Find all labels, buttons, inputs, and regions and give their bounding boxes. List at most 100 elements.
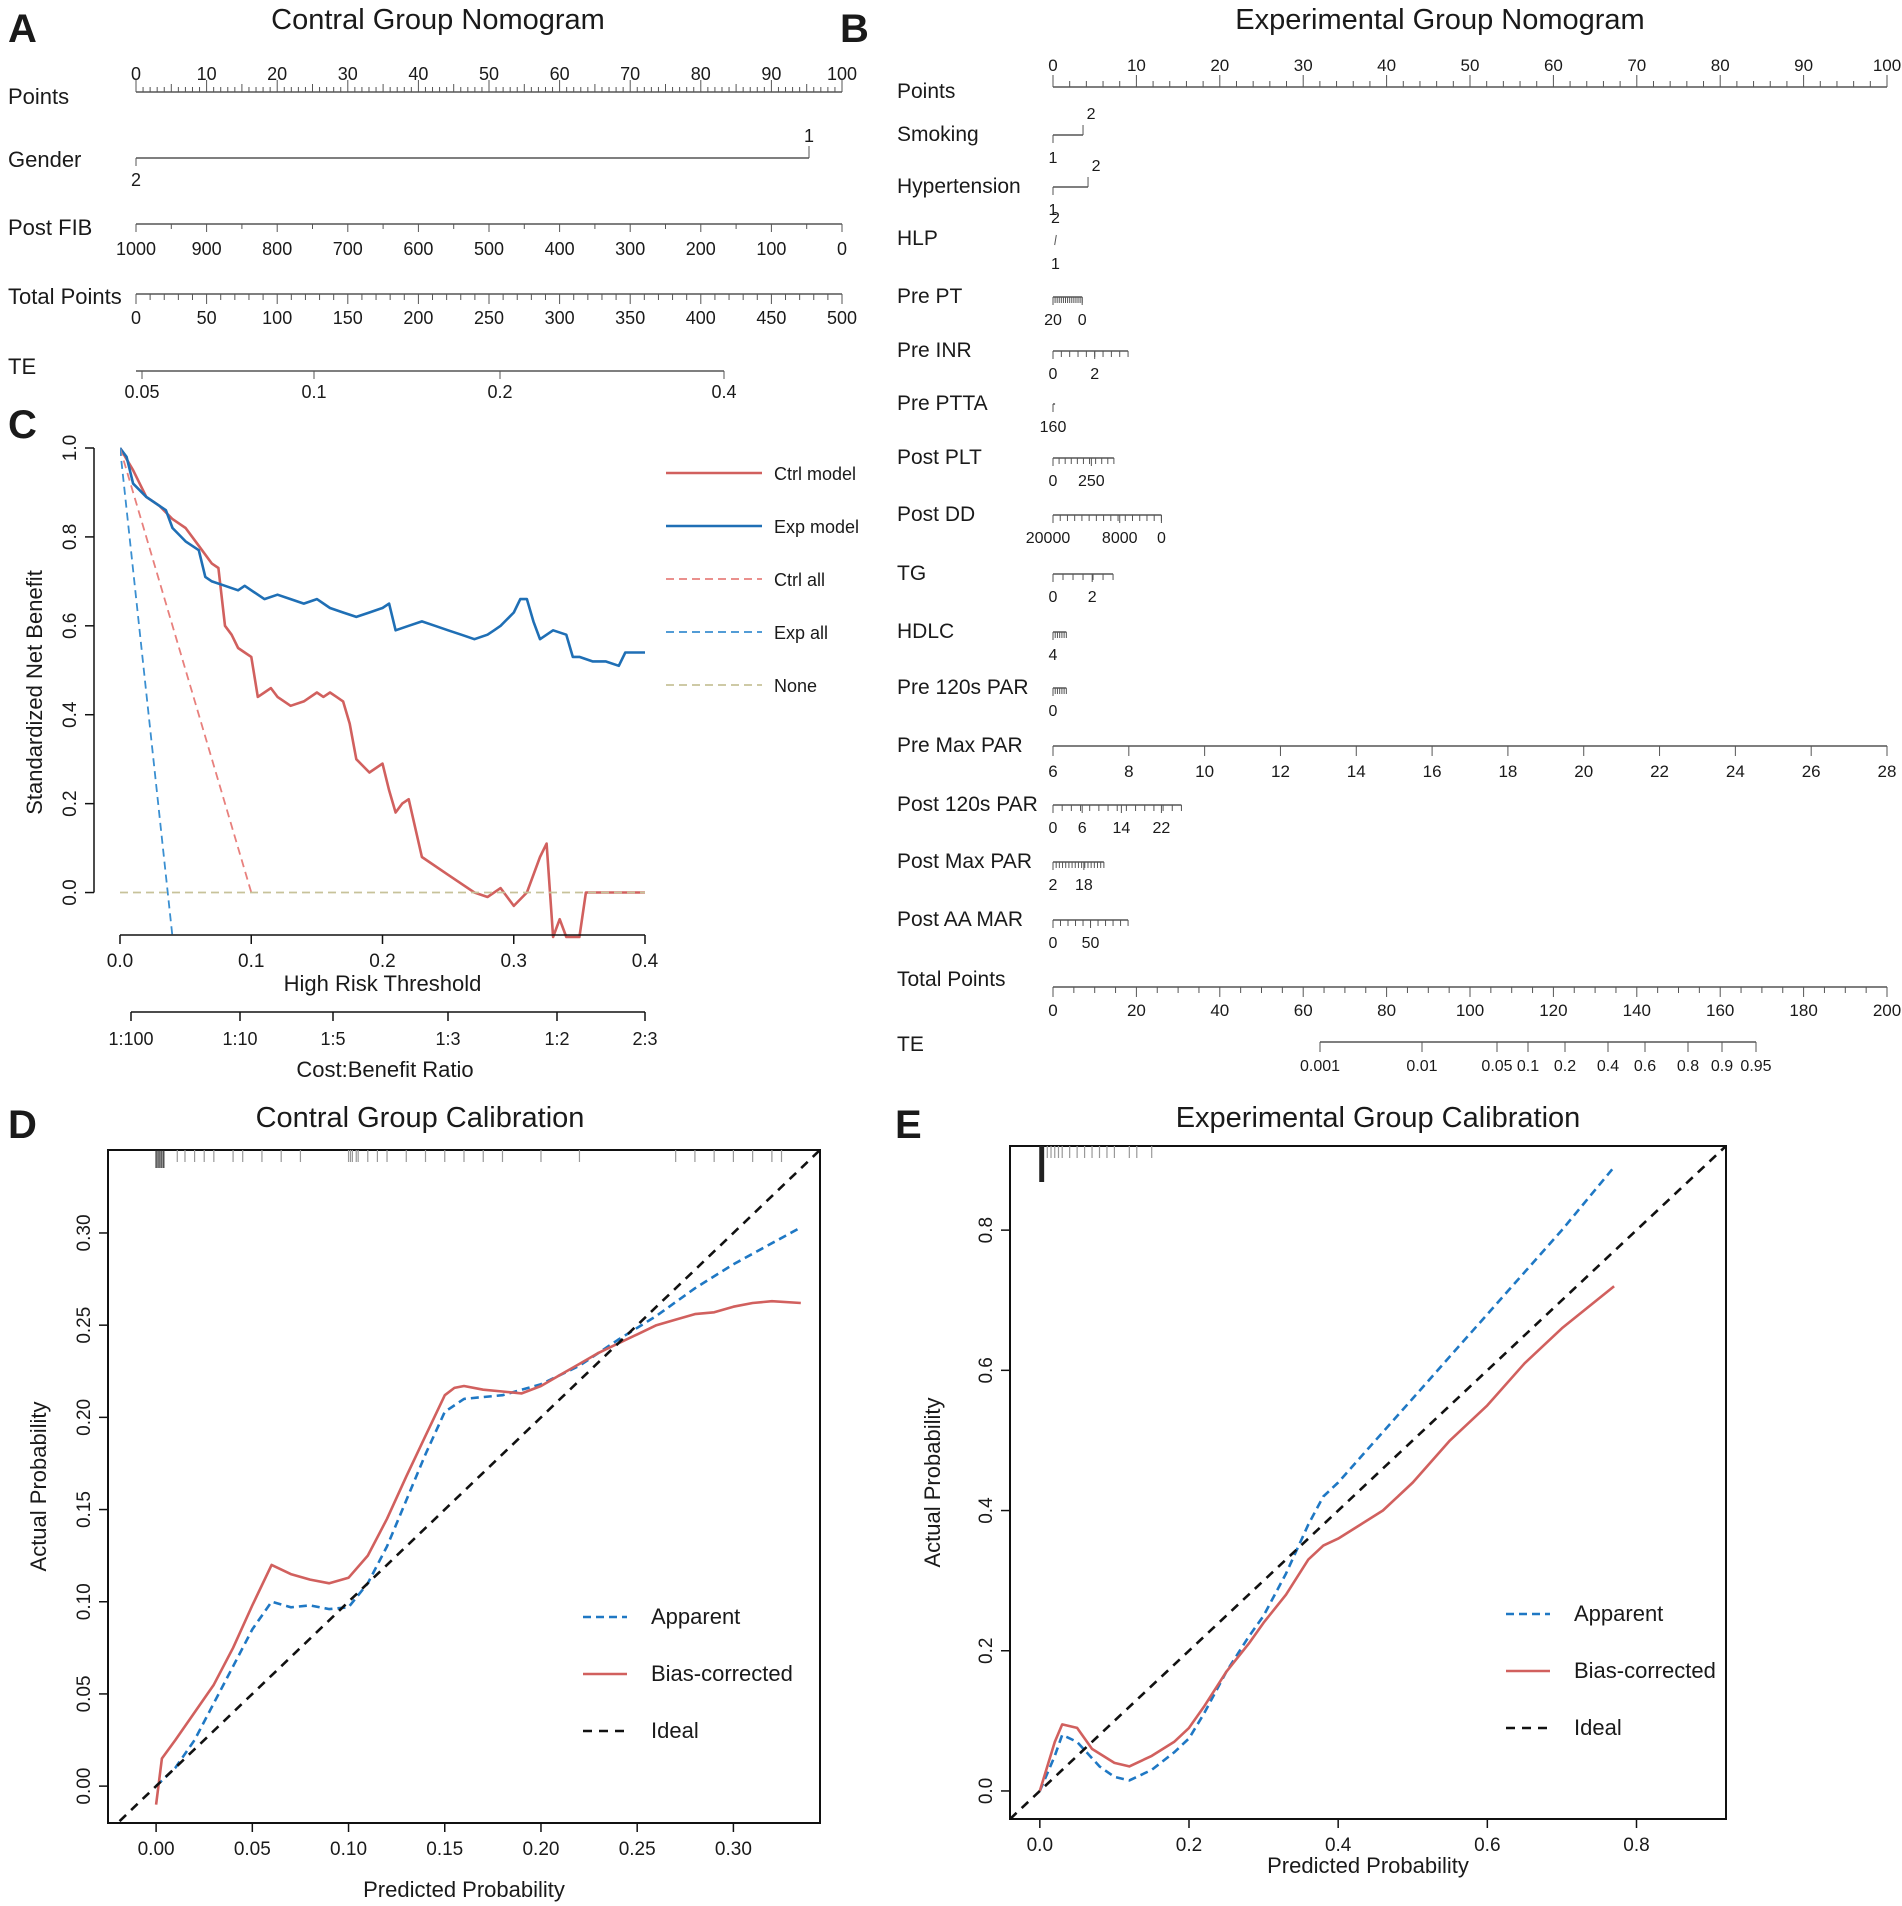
plot-area (1010, 1145, 1726, 1820)
te-tick-label: 0.2 (487, 382, 512, 402)
cost-benefit-axis-label: Cost:Benefit Ratio (296, 1057, 473, 1082)
total-points-tick-label: 80 (1377, 1001, 1396, 1020)
y-axis-tick-label: 0.30 (74, 1214, 95, 1251)
row-post-aa-mar-tick-label: 0 (1049, 935, 1058, 952)
y-axis-tick-label: 0.05 (74, 1675, 95, 1712)
points-axis-tick-label: 80 (1711, 56, 1730, 75)
post-fib-tick-label: 600 (403, 239, 433, 259)
points-axis-tick-label: 10 (1127, 56, 1146, 75)
points-axis-tick-label: 40 (408, 64, 428, 84)
row-pre-inr-tick-label: 2 (1090, 366, 1099, 383)
row-pre-max-par-tick-label: 18 (1498, 762, 1517, 781)
nomogram-a-title: Contral Group Nomogram (271, 4, 605, 36)
plot-area (113, 1149, 820, 1825)
row-pre-pt-tick-label: 0 (1078, 312, 1087, 329)
x-axis-tick-label: 0.4 (1325, 1835, 1352, 1856)
post-fib-tick-label: 0 (837, 239, 847, 259)
panel-letter-d: D (8, 1103, 37, 1147)
post-fib-tick-label: 1000 (116, 239, 156, 259)
cost-benefit-tick-label: 1:100 (108, 1029, 153, 1049)
x-axis-tick-label: 0.0 (1027, 1835, 1053, 1856)
x-axis-tick-label: 0.15 (426, 1839, 463, 1860)
series-line-apparent (155, 1226, 802, 1788)
row-tg-label: TG (897, 562, 926, 585)
row-post-120s-par-tick-label: 14 (1112, 820, 1130, 837)
row-pre-inr-label: Pre INR (897, 339, 972, 362)
total-points-tick-label: 0 (131, 308, 141, 328)
row-pre-ptta-tick-label: 160 (1040, 419, 1067, 436)
x-axis-tick-label: 0.10 (330, 1839, 367, 1860)
te-tick-label: 0.4 (711, 382, 736, 402)
x-axis: 0.00 0.05 0.10 0.15 0.20 0.25 0.30 Predicted Pr… (138, 1823, 752, 1902)
series-line-bias-corrected (1038, 1285, 1615, 1792)
y-axis-tick-label: 0.20 (74, 1399, 95, 1436)
series-line-bias-corrected (154, 1299, 801, 1805)
row-post-120s-par-tick-label: 0 (1049, 820, 1058, 837)
y-axis: 0.00 0.05 0.10 0.15 0.20 0.25 0.30 Actual Proba… (26, 1214, 108, 1805)
te-tick-label: 0.8 (1677, 1058, 1699, 1075)
post-fib-tick-label: 300 (615, 239, 645, 259)
series-line-apparent (1038, 1166, 1616, 1792)
te-tick-label: 0.2 (1554, 1058, 1576, 1075)
series-line-ideal (113, 1149, 820, 1825)
y-axis-tick-label: 1.0 (60, 435, 81, 461)
row-smoking-tick-label: 1 (1049, 150, 1058, 167)
row-post-plt-tick-label: 0 (1049, 473, 1058, 490)
points-axis-tick-label: 80 (691, 64, 711, 84)
row-te-label: TE (897, 1033, 924, 1056)
row-hlp-label: HLP (897, 227, 938, 250)
legend-label: Bias-corrected (1574, 1658, 1716, 1683)
row-pre-pt-label: Pre PT (897, 285, 963, 308)
total-points-tick-label: 200 (1873, 1001, 1901, 1020)
total-points-tick-label: 20 (1127, 1001, 1146, 1020)
x-axis-tick-label: 0.1 (238, 951, 264, 972)
nomogram-b-title: Experimental Group Nomogram (1235, 4, 1644, 36)
y-axis: 0.0 0.2 0.4 0.6 0.8 1.0 Standardized Net Benef… (22, 435, 95, 906)
row-post-120s-par-label: Post 120s PAR (897, 793, 1038, 816)
row-post-max-par-tick-label: 18 (1075, 877, 1093, 894)
row-post-120s-par-tick-label: 22 (1153, 820, 1171, 837)
x-axis-tick-label: 0.30 (715, 1839, 752, 1860)
y-axis-tick-label: 0.6 (60, 613, 81, 639)
panel-letter-e: E (895, 1103, 922, 1147)
x-axis: 0.0 0.2 0.4 0.6 0.8 Predicted Probability (1027, 1819, 1650, 1878)
points-axis-tick-label: 60 (550, 64, 570, 84)
total-points-tick-label: 160 (1706, 1001, 1734, 1020)
row-pre-ptta-label: Pre PTTA (897, 392, 988, 415)
y-axis-label: Actual Probability (26, 1402, 51, 1572)
chart-d-title: Contral Group Calibration (256, 1102, 585, 1134)
post-fib-tick-label: 200 (686, 239, 716, 259)
y-axis-tick-label: 0.25 (74, 1307, 95, 1344)
points-axis-tick-label: 90 (761, 64, 781, 84)
series-line-ideal (1010, 1145, 1726, 1820)
points-axis-tick-label: 0 (131, 64, 141, 84)
te-tick-label: 0.05 (1481, 1058, 1512, 1075)
row-hlp-tick-label: 2 (1051, 210, 1060, 227)
points-axis-tick-label: 100 (1873, 56, 1901, 75)
legend-label: Apparent (1574, 1601, 1663, 1626)
points-axis-tick-label: 20 (1210, 56, 1229, 75)
y-axis: 0.0 0.2 0.4 0.6 0.8 Actual Probability (920, 1217, 1010, 1804)
te-tick-label: 0.9 (1711, 1058, 1733, 1075)
row-pre-max-par-tick-label: 6 (1048, 762, 1057, 781)
row-post-dd-tick-label: 0 (1157, 530, 1166, 547)
points-axis-tick-label: 50 (1461, 56, 1480, 75)
total-points-tick-label: 400 (686, 308, 716, 328)
legend-label: Bias-corrected (651, 1661, 793, 1686)
x-axis-tick-label: 0.4 (632, 951, 659, 972)
x-axis-tick-label: 0.8 (1623, 1835, 1649, 1856)
points-axis-tick-label: 40 (1377, 56, 1396, 75)
legend: Apparent Bias-corrected Ideal (1506, 1601, 1716, 1740)
decision-curve-chart: 0.0 0.1 0.2 0.3 0.4 High Risk Threshold 0.0 0.2… (22, 435, 859, 1082)
post-fib-tick-label: 100 (756, 239, 786, 259)
y-axis-tick-label: 0.4 (976, 1497, 997, 1524)
points-axis-tick-label: 30 (338, 64, 358, 84)
total-points-tick-label: 100 (1456, 1001, 1484, 1020)
te-tick-label: 0.01 (1406, 1058, 1437, 1075)
panel-letter-a: A (8, 7, 37, 51)
series-line-exp-model (120, 447, 645, 668)
points-axis-tick-label: 90 (1794, 56, 1813, 75)
gender-level-label: 2 (131, 170, 141, 190)
cost-benefit-tick-label: 2:3 (632, 1029, 657, 1049)
cost-benefit-tick-label: 1:5 (320, 1029, 345, 1049)
